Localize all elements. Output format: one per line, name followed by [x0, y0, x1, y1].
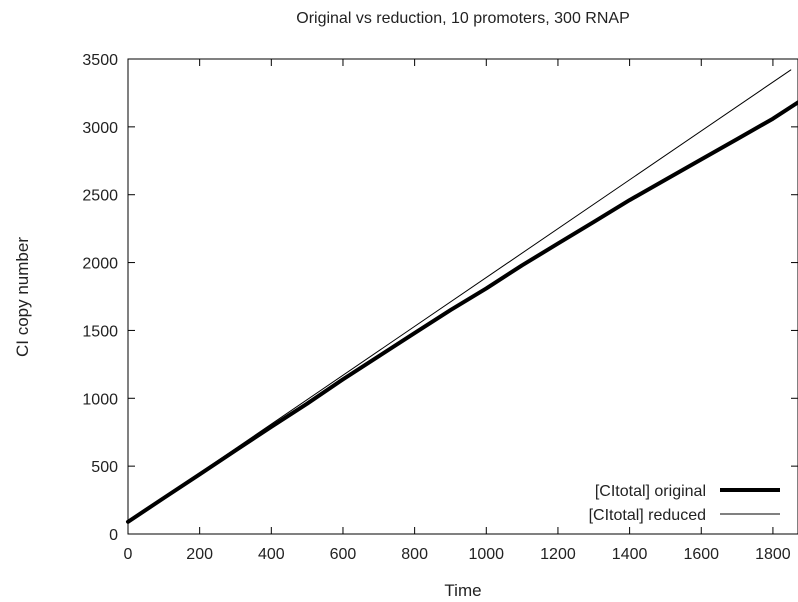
- y-axis: 0 500 1000 1500 2000 2500 3000 3500: [82, 52, 798, 544]
- y-tick-label: 2000: [82, 256, 118, 273]
- x-tick-label: 1800: [755, 546, 791, 563]
- x-axis: 0 200 400 600 800 1000 1200 1400 1600 1800: [124, 59, 791, 563]
- x-tick-label: 600: [330, 546, 357, 563]
- y-tick-label: 3000: [82, 120, 118, 137]
- x-tick-label: 0: [124, 546, 133, 563]
- y-tick-label: 2500: [82, 188, 118, 205]
- x-tick-label: 1200: [540, 546, 576, 563]
- x-tick-label: 200: [186, 546, 213, 563]
- y-tick-label: 1000: [82, 391, 118, 408]
- legend: [CItotal] original [CItotal] reduced: [589, 483, 780, 524]
- series-line-original: [126, 100, 798, 524]
- legend-label: [CItotal] reduced: [589, 507, 706, 524]
- y-axis-title: CI copy number: [13, 237, 32, 357]
- series-line-reduced: [127, 69, 792, 523]
- chart-title: Original vs reduction, 10 promoters, 300…: [296, 10, 629, 27]
- x-tick-label: 400: [258, 546, 285, 563]
- y-tick-label: 1500: [82, 323, 118, 340]
- x-axis-title: Time: [444, 581, 481, 600]
- series-layer: [126, 69, 798, 524]
- x-tick-label: 1000: [468, 546, 504, 563]
- plot-area-frame: [127, 58, 798, 535]
- legend-label: [CItotal] original: [595, 483, 706, 500]
- x-tick-label: 1600: [683, 546, 719, 563]
- y-tick-label: 0: [109, 527, 118, 544]
- x-tick-label: 800: [401, 546, 428, 563]
- y-tick-label: 3500: [82, 52, 118, 69]
- y-tick-label: 500: [91, 459, 118, 476]
- x-tick-label: 1400: [612, 546, 648, 563]
